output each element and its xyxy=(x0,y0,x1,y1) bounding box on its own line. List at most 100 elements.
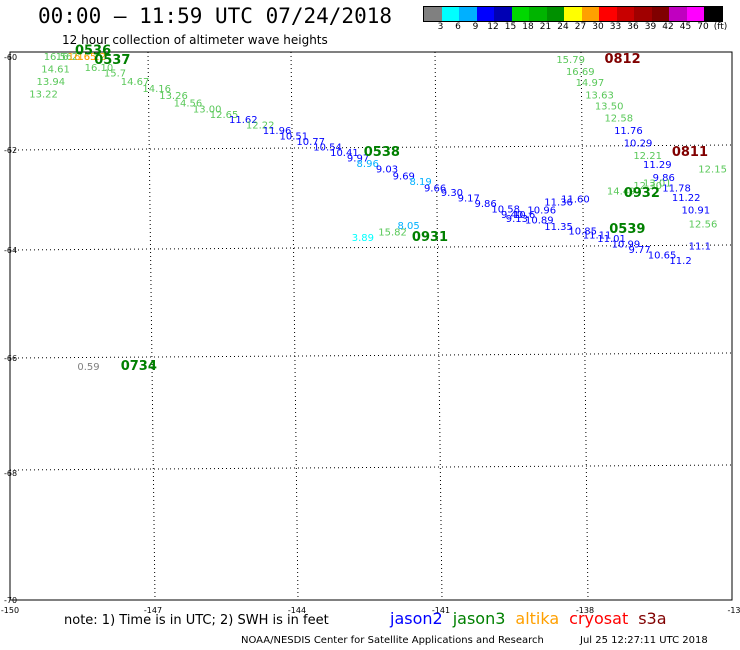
colorbar-swatch xyxy=(599,7,617,21)
longitude-label: -147 xyxy=(144,606,162,615)
wave-height-value: 14.97 xyxy=(576,78,605,89)
wave-height-value: 9.13 xyxy=(506,214,528,225)
wave-height-value: 3.89 xyxy=(352,233,374,244)
colorbar-swatch xyxy=(686,7,704,21)
wave-height-value: 11.29 xyxy=(643,160,672,171)
colorbar-swatch xyxy=(651,7,669,21)
pass-time-label: 0734 xyxy=(121,359,157,374)
credit-line: NOAA/NESDIS Center for Satellite Applica… xyxy=(241,635,544,646)
wave-height-value: 14.67 xyxy=(121,77,150,88)
wave-height-value: 8.05 xyxy=(397,221,419,232)
colorbar-label: 70 xyxy=(697,22,709,32)
latitude-label: -62 xyxy=(4,146,17,155)
colorbar-label: 15 xyxy=(504,22,517,32)
colorbar-label: 12 xyxy=(487,22,499,32)
wave-height-value: 11.60 xyxy=(561,195,590,206)
satellite-legend-item: cryosat xyxy=(569,609,629,628)
footnote: note: 1) Time is in UTC; 2) SWH is in fe… xyxy=(64,613,329,628)
colorbar-swatch xyxy=(616,7,634,21)
colorbar-swatch xyxy=(704,7,722,21)
wave-height-value: 10.51 xyxy=(280,132,309,143)
map-frame xyxy=(9,51,733,601)
wave-height-value: 12.15 xyxy=(698,165,727,176)
wave-height-value: 12.58 xyxy=(604,114,633,125)
wave-height-value: 10.89 xyxy=(525,216,554,227)
wave-height-value: 10.99 xyxy=(612,240,641,251)
colorbar-swatch xyxy=(564,7,582,21)
wave-height-value: 11.36 xyxy=(544,197,573,208)
wave-height-value: 12.56 xyxy=(689,219,718,230)
wave-height-value: 11.2 xyxy=(669,256,691,267)
longitude-label: -138 xyxy=(576,606,594,615)
wave-height-value: 9.03 xyxy=(376,165,398,176)
wave-height-value: 15.82 xyxy=(378,228,407,239)
wave-height-value: 16.56 xyxy=(44,52,73,63)
colorbar-label: (ft) xyxy=(713,22,728,32)
latitude-label: -60 xyxy=(4,53,17,62)
wave-height-value: 11.96 xyxy=(263,126,292,137)
colorbar-swatch xyxy=(669,7,687,21)
colorbar-swatch xyxy=(441,7,459,21)
latitude-label: -68 xyxy=(4,469,17,478)
colorbar-label: 36 xyxy=(627,22,639,32)
wave-height-value: 8.96 xyxy=(357,159,379,170)
satellite-legend-item: altika xyxy=(515,609,560,628)
wave-height-value: 13.22 xyxy=(29,89,58,100)
colorbar-swatch xyxy=(494,7,512,21)
wave-height-value: 15.7 xyxy=(104,69,126,80)
wave-height-value: 10.91 xyxy=(681,206,710,217)
page-subtitle: 12 hour collection of altimeter wave hei… xyxy=(62,33,328,47)
colorbar-label: 27 xyxy=(574,22,587,32)
wave-height-value: 9.69 xyxy=(393,172,415,183)
longitude-gridline xyxy=(434,51,443,601)
wave-height-value: 9.86 xyxy=(653,173,675,184)
wave-height-value: 16.22 xyxy=(77,52,106,63)
wave-height-value: 10.65 xyxy=(648,251,677,262)
pass-time-label: 0931 xyxy=(412,230,448,245)
wave-height-value: 13.94 xyxy=(36,77,65,88)
wave-height-value: 11.1 xyxy=(689,241,711,252)
wave-height-value: 11.62 xyxy=(229,115,258,126)
colorbar-label: 39 xyxy=(644,22,657,32)
latitude-label: -66 xyxy=(4,354,17,363)
wave-height-value: 8.19 xyxy=(410,177,432,188)
pass-time-label: 0811 xyxy=(672,145,708,160)
wave-height-value: 14.16 xyxy=(142,84,171,95)
colorbar-swatch xyxy=(581,7,599,21)
satellite-legend-item: jason3 xyxy=(452,609,506,628)
colorbar-label: 3 xyxy=(437,22,444,32)
wave-height-value: 16.2 xyxy=(56,52,78,63)
wave-height-value: 16.10 xyxy=(85,63,114,74)
wave-height-value: 14.56 xyxy=(174,98,203,109)
longitude-gridline xyxy=(147,51,156,601)
wave-height-value: 10.6 xyxy=(513,210,535,221)
colorbar-swatch xyxy=(476,7,494,21)
longitude-label: -13 xyxy=(727,606,740,615)
latitude-gridline xyxy=(9,144,733,151)
wave-height-value: 9.86 xyxy=(474,199,496,210)
longitude-gridline xyxy=(580,51,589,601)
colorbar-label: 30 xyxy=(592,22,604,32)
colorbar-swatch xyxy=(546,7,564,21)
wave-height-value: 13.26 xyxy=(159,91,188,102)
longitude-label: -144 xyxy=(288,606,306,615)
wave-height-value: 13.63 xyxy=(585,91,614,102)
colorbar-label: 18 xyxy=(522,22,534,32)
wave-height-value: 14.61 xyxy=(41,64,70,75)
wave-height-value: 11.22 xyxy=(672,193,701,204)
wave-height-value: 10.96 xyxy=(527,206,556,217)
wave-height-value: 9.30 xyxy=(441,188,463,199)
colorbar-swatch xyxy=(511,7,529,21)
wave-height-value: 13.01 xyxy=(643,178,672,189)
colorbar-swatch xyxy=(459,7,477,21)
latitude-gridline xyxy=(9,244,733,251)
satellite-legend: jason2 jason3 altika cryosat s3a xyxy=(390,609,677,628)
satellite-legend-item: jason2 xyxy=(390,609,443,628)
pass-time-label: 0537 xyxy=(94,53,130,68)
latitude-label: -70 xyxy=(4,596,17,605)
pass-time-label: 0536 xyxy=(75,44,111,59)
wave-height-value: 13.00 xyxy=(193,104,222,115)
pass-time-label: 0932 xyxy=(624,186,660,201)
wave-height-value: 11.01 xyxy=(597,234,626,245)
